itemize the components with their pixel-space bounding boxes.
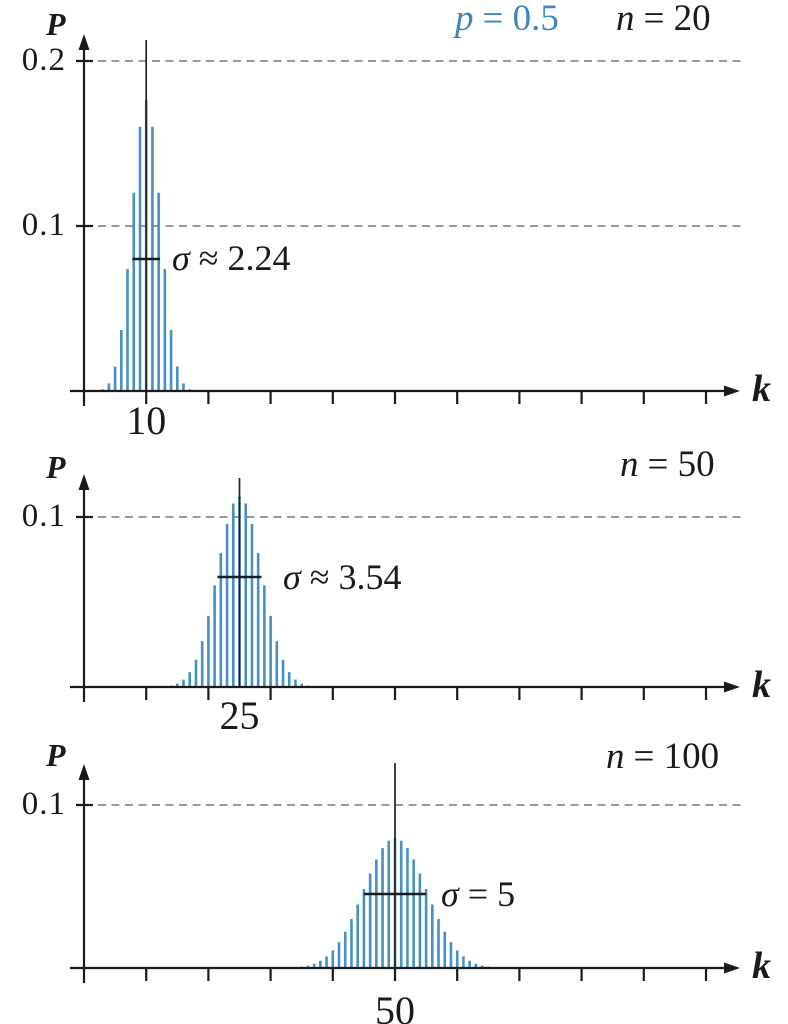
mean-tick-text: 50: [375, 988, 415, 1024]
y-tick-text: 0.2: [21, 42, 66, 78]
sigma-value: = 5: [467, 874, 516, 914]
x-axis-arrow: [724, 385, 740, 397]
mean-tick-text: 25: [219, 693, 260, 738]
y-axis-arrow: [78, 764, 90, 780]
sigma-annotation-chart2: σ ≈ 3.54: [283, 557, 402, 597]
n-value: = 20: [643, 0, 711, 39]
n-symbol: n: [616, 0, 635, 39]
y-axis-label-chart1: P: [46, 4, 66, 44]
y-tick-label-0.1-chart1: 0.1: [0, 205, 66, 245]
sigma-value: ≈ 2.24: [198, 238, 291, 278]
y-axis-label-text: P: [46, 737, 66, 773]
y-axis-arrow: [78, 474, 90, 490]
x-axis-label-chart2: k: [752, 665, 771, 705]
y-axis-label-chart2: P: [46, 447, 66, 487]
y-tick-text: 0.1: [21, 207, 66, 243]
sigma-symbol: σ: [441, 874, 459, 914]
y-tick-text: 0.1: [21, 498, 66, 534]
x-axis-label-text: k: [752, 664, 771, 706]
mean-tick-label-chart3: 50: [355, 991, 435, 1024]
n-value: = 50: [647, 444, 715, 485]
sigma-value: ≈ 3.54: [309, 557, 402, 597]
y-axis-label-text: P: [46, 449, 66, 485]
mean-tick-label-chart2: 25: [200, 696, 280, 736]
y-tick-text: 0.1: [21, 786, 66, 822]
p-symbol: p: [455, 0, 474, 39]
y-axis-arrow: [78, 34, 90, 50]
y-tick-label-0.1-chart2: 0.1: [0, 496, 66, 536]
sigma-annotation-chart3: σ = 5: [441, 874, 515, 914]
x-axis-arrow: [724, 681, 740, 693]
y-tick-label-0.2-chart1: 0.2: [0, 40, 66, 80]
n-value: = 100: [633, 736, 720, 777]
x-axis-label-chart1: k: [752, 369, 771, 409]
n-value-annotation-chart3: n = 100: [606, 737, 719, 777]
x-axis-label-text: k: [752, 945, 771, 987]
y-tick-label-0.1-chart3: 0.1: [0, 784, 66, 824]
x-axis-label-chart3: k: [752, 946, 771, 986]
n-symbol: n: [606, 736, 625, 777]
x-axis-label-text: k: [752, 368, 771, 410]
n-value-annotation-chart2: n = 50: [620, 445, 715, 485]
sigma-annotation-chart1: σ ≈ 2.24: [172, 238, 291, 278]
n-value-annotation-chart1: n = 20: [616, 0, 711, 39]
sigma-symbol: σ: [283, 557, 301, 597]
p-value-annotation: p = 0.5: [455, 0, 559, 39]
y-axis-label-chart3: P: [46, 735, 66, 775]
p-value: = 0.5: [482, 0, 559, 39]
mean-tick-label-chart1: 10: [106, 401, 186, 441]
x-axis-arrow: [724, 962, 740, 974]
sigma-symbol: σ: [172, 238, 190, 278]
n-symbol: n: [620, 444, 639, 485]
mean-tick-text: 10: [126, 398, 167, 443]
y-axis-label-text: P: [46, 6, 66, 42]
